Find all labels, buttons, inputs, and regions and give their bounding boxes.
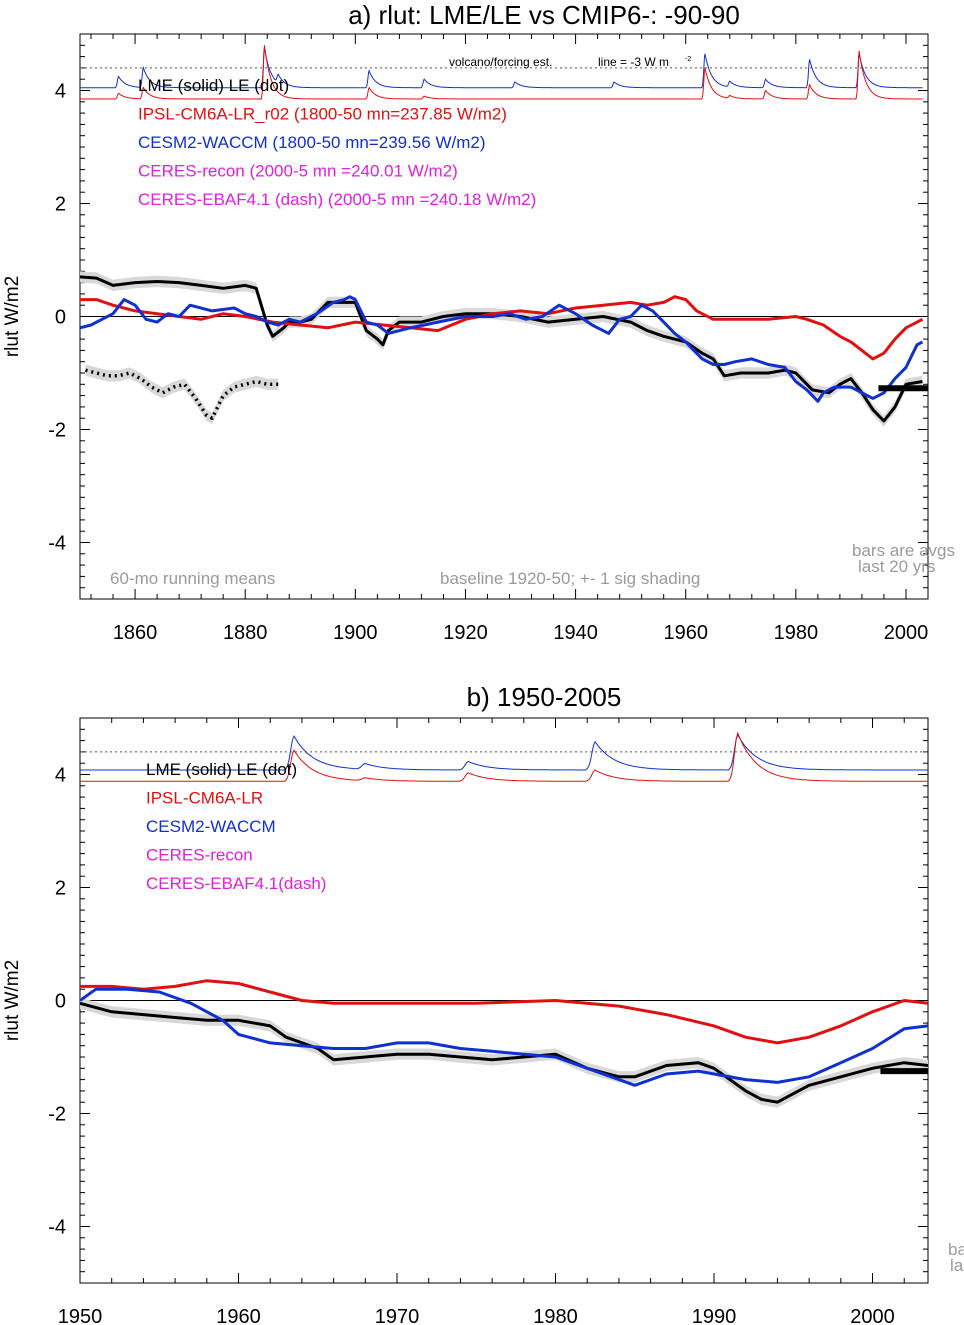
y-tick-label: 4 [55,765,66,787]
annotation-baseline: baseline 1920-50; +- 1 sig shading [440,569,700,588]
legend-entry: CERES-recon [146,846,253,865]
plot-area [80,731,928,1108]
legend-entry: CERES-recon (2000-5 mn =240.01 W/m2) [138,162,458,181]
volcano-forcing-line-0 [80,48,923,89]
y-tick-label: -4 [48,533,66,555]
annotation-bars-line1: ba [948,1240,964,1259]
chart-panel-b: b) 1950-2005 rlut W/m2 4 2 0 -2 -4 1950 1960 1970… [2,682,964,1325]
chart-title: b) 1950-2005 [467,682,622,712]
legend-entry: LME (solid) LE (dot) [146,760,297,779]
x-tick-label: 1860 [113,622,158,644]
y-tick-label: -2 [48,1104,66,1126]
plot-area [80,45,928,427]
legend-entry: CESM2-WACCM [146,817,276,836]
x-tick-label: 1900 [333,622,378,644]
legend-entry: LME (solid) LE (dot) [138,76,289,95]
series-line-cesm2-waccm [80,295,924,403]
y-tick-label: 0 [55,991,66,1013]
y-tick-label: -4 [48,1217,66,1239]
annotation-bars-line2: la [950,1256,964,1275]
annotation-bars-line2: last 20 yrs [858,557,935,576]
chart-panel-a: a) rlut: LME/LE vs CMIP6-: -90-90 rlut W/… [2,0,955,644]
x-tick-label: 1880 [223,622,268,644]
series-line-lme-solid- [80,275,923,423]
y-tick-label: -2 [48,420,66,442]
annotation-line-note: line = -3 W m [598,55,669,69]
x-tick-label: 1960 [216,1306,261,1325]
volcano-forcing-line-1 [80,731,928,782]
shading-band-0 [80,271,923,427]
annotation-running-means: 60-mo running means [110,569,275,588]
legend-entry: CESM2-WACCM (1800-50 mn=239.56 W/m2) [138,133,486,152]
volcano-forcing-line-0 [80,733,928,771]
x-tick-label: 1940 [553,622,598,644]
x-tick-label: 2000 [850,1306,895,1325]
chart-title: a) rlut: LME/LE vs CMIP6-: -90-90 [348,0,740,30]
x-tick-label: 1980 [533,1306,578,1325]
legend-entry: IPSL-CM6A-LR [146,789,263,808]
y-axis-label: rlut W/m2 [2,276,23,357]
legend-entry: CERES-EBAF4.1 (dash) (2000-5 mn =240.18 … [138,190,536,209]
legend-entry: CERES-EBAF4.1(dash) [146,874,326,893]
shading-band-1 [85,364,279,424]
x-tick-label: 1970 [375,1306,420,1325]
x-tick-label: 1990 [692,1306,737,1325]
series-line-ipsl-cm6a-lr [80,979,928,1045]
x-tick-label: 1960 [663,622,708,644]
series-line-ipsl-cm6a-lr-r02 [80,295,924,361]
y-tick-label: 2 [55,878,66,900]
annotation-volcano: volcano/forcing est. [449,55,552,69]
y-tick-label: 4 [55,81,66,103]
y-tick-label: 0 [55,307,66,329]
legend-entry: IPSL-CM6A-LR_r02 (1800-50 mn=237.85 W/m2… [138,105,507,124]
volcano-forcing-line-1 [80,45,923,100]
x-tick-label: 1980 [774,622,819,644]
series-line-cesm2-waccm [80,987,928,1087]
x-tick-label: 2000 [884,622,929,644]
x-tick-label: 1920 [443,622,488,644]
y-tick-label: 2 [55,194,66,216]
annotation-line-note-sup: -2 [685,56,691,63]
annotation-bars-line1: bars are avgs [852,541,955,560]
x-tick-label: 1950 [58,1306,103,1325]
y-axis-label: rlut W/m2 [2,960,23,1041]
